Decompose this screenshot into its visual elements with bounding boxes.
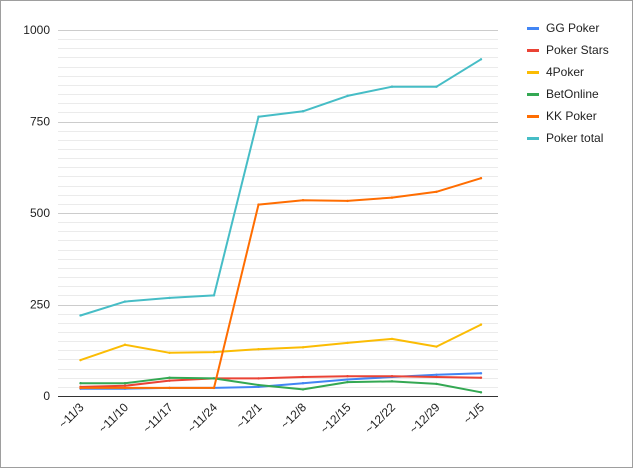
x-tick-label: ~11/10 — [96, 400, 132, 436]
data-point — [123, 381, 127, 385]
legend-swatch — [527, 137, 539, 140]
data-point — [212, 386, 216, 390]
data-point — [390, 85, 394, 88]
data-point — [168, 376, 171, 379]
data-point — [479, 376, 483, 379]
data-point — [301, 381, 305, 385]
data-point — [79, 386, 82, 390]
series-line-betonline — [79, 376, 482, 394]
x-tick-label: ~12/29 — [407, 400, 443, 436]
data-point — [390, 375, 394, 378]
data-point — [346, 94, 349, 98]
data-point — [346, 341, 349, 345]
data-point — [212, 294, 216, 297]
legend-swatch — [527, 49, 539, 52]
data-point — [435, 375, 438, 379]
data-point — [390, 380, 394, 383]
data-point — [123, 343, 127, 346]
data-point — [123, 300, 127, 303]
x-tick-label: ~11/24 — [185, 400, 221, 436]
data-point — [168, 351, 171, 355]
legend-swatch — [527, 71, 539, 74]
x-tick-label: ~12/22 — [362, 400, 398, 436]
y-tick-label: 250 — [30, 298, 50, 312]
data-point — [79, 358, 82, 362]
grid-lines — [58, 30, 498, 388]
legend-swatch — [527, 27, 539, 30]
x-tick-label: ~12/1 — [233, 400, 265, 432]
data-point — [301, 375, 305, 379]
data-point — [435, 373, 438, 376]
data-point — [479, 323, 483, 326]
data-point — [212, 377, 216, 380]
data-point — [301, 388, 305, 391]
y-tick-label: 1000 — [23, 23, 50, 37]
series-line-4poker — [79, 323, 482, 362]
y-tick-label: 500 — [30, 206, 50, 220]
data-point — [168, 296, 171, 300]
data-point — [123, 384, 127, 387]
y-tick-label: 0 — [43, 389, 50, 403]
data-point — [479, 372, 483, 375]
data-point — [435, 345, 438, 348]
legend-swatch — [527, 115, 539, 118]
x-tick-label: ~11/17 — [140, 400, 176, 436]
x-axis-ticks: ~11/3 ~11/10 ~11/17 ~11/24 ~12/1 ~12/8 ~12/15 ~… — [56, 400, 487, 436]
legend-label: 4Poker — [546, 65, 584, 79]
series-line-kk-poker — [79, 177, 482, 389]
data-point — [301, 110, 305, 113]
series-line-poker-stars — [79, 375, 482, 388]
x-tick-label: ~12/15 — [318, 400, 354, 436]
legend-label: Poker total — [546, 131, 603, 145]
data-point — [257, 383, 260, 387]
x-tick-label: ~1/5 — [460, 400, 487, 427]
data-point — [168, 379, 171, 382]
data-point — [479, 58, 483, 61]
data-point — [301, 346, 305, 349]
legend-label: KK Poker — [546, 109, 597, 123]
data-point — [479, 177, 483, 180]
data-point — [168, 386, 171, 390]
data-point — [123, 386, 127, 390]
legend-swatch — [527, 93, 539, 96]
data-point — [435, 190, 438, 193]
data-point — [435, 85, 438, 88]
y-tick-label: 750 — [30, 115, 50, 129]
legend: GG Poker Poker Stars 4Poker BetOnline KK Pok… — [527, 21, 609, 145]
data-point — [435, 382, 438, 386]
data-point — [390, 196, 394, 199]
data-point — [346, 380, 349, 384]
data-point — [257, 347, 260, 351]
series-line-poker-total — [79, 58, 482, 317]
data-point — [257, 377, 260, 380]
legend-label: GG Poker — [546, 21, 599, 35]
x-tick-label: ~11/3 — [56, 400, 87, 431]
data-point — [346, 199, 349, 203]
data-point — [390, 337, 394, 341]
data-point — [257, 385, 260, 389]
series-lines — [79, 58, 483, 394]
data-point — [79, 381, 82, 385]
data-point — [346, 378, 349, 381]
data-point — [257, 203, 260, 206]
y-axis-ticks: 0 250 500 750 1000 — [23, 23, 50, 403]
x-tick-label: ~12/8 — [278, 400, 310, 432]
data-point — [212, 350, 216, 354]
legend-label: Poker Stars — [546, 43, 609, 57]
data-point — [479, 391, 483, 394]
data-point — [301, 198, 305, 202]
data-point — [346, 375, 349, 378]
legend-label: BetOnline — [546, 87, 599, 101]
data-point — [79, 314, 82, 317]
data-point — [257, 115, 260, 118]
